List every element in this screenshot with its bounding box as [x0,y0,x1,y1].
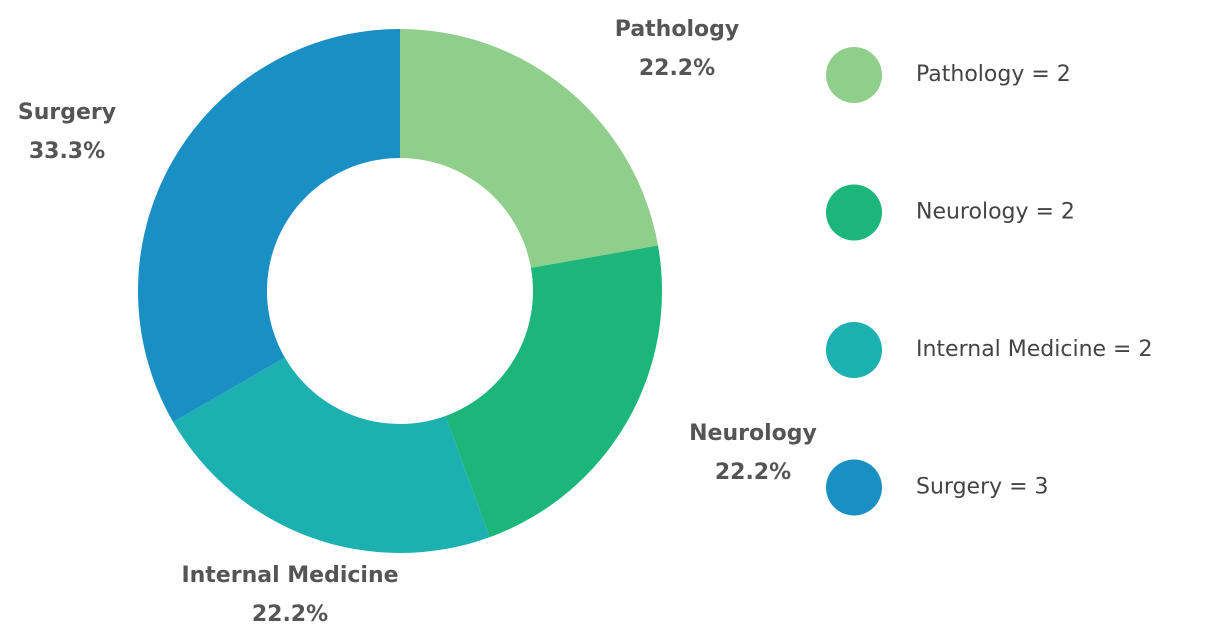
slice-percent: 22.2% [715,460,791,485]
legend-label: Pathology = 2 [916,62,1071,87]
legend-label: Internal Medicine = 2 [916,337,1152,362]
donut-segment [400,29,659,268]
slice-percent: 22.2% [639,56,715,81]
donut-segment [445,245,663,538]
legend-label: Surgery = 3 [916,475,1049,500]
legend-swatch [826,322,882,378]
slice-label: Pathology [615,17,739,42]
legend-label: Neurology = 2 [916,200,1075,225]
legend-swatch [826,459,882,516]
slice-label: Neurology [689,421,817,446]
legend-swatch [826,184,882,241]
legend-swatch [826,47,882,103]
slice-percent: 22.2% [252,602,328,624]
slice-percent: 33.3% [29,139,105,164]
donut-segment [138,29,400,422]
slice-label: Internal Medicine [181,563,398,588]
slice-label: Surgery [18,100,116,125]
donut-segment [173,357,490,553]
